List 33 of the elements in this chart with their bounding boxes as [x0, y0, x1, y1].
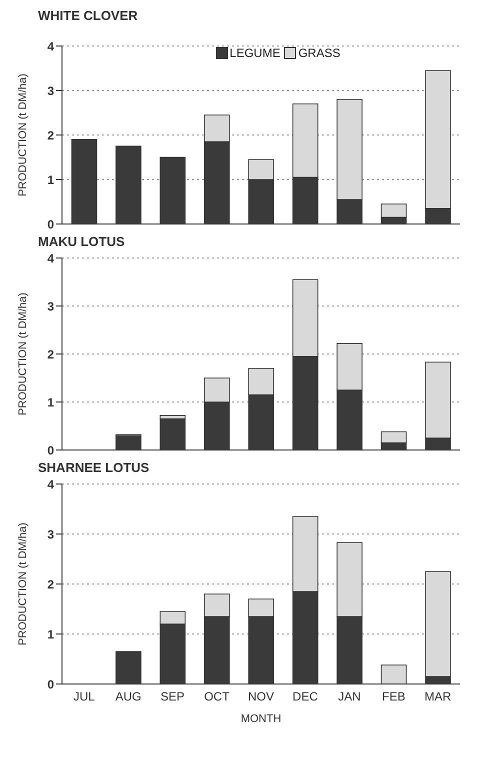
x-tick-label: OCT [204, 690, 230, 704]
chart-title: MAKU LOTUS [38, 234, 126, 251]
y-tick-label: 0 [47, 443, 54, 458]
y-tick-label: 1 [47, 172, 54, 187]
y-tick-label: 4 [47, 251, 54, 266]
x-tick-label: AUG [115, 690, 142, 704]
y-tick-label: 4 [47, 39, 54, 54]
y-tick-label: 1 [47, 627, 54, 642]
y-axis-title: PRODUCTION (t DM/ha) [16, 74, 29, 196]
y-tick-label: 3 [47, 299, 54, 314]
y-tick-label: 0 [47, 217, 54, 232]
x-tick-label: MAR [424, 690, 452, 704]
legend-label: LEGUME [228, 46, 280, 60]
y-tick-label: 2 [47, 128, 54, 142]
y-tick-label: 4 [47, 477, 54, 492]
x-tick-label: JAN [338, 690, 361, 704]
y-tick-label: 0 [47, 677, 54, 692]
x-tick-label: NOV [248, 690, 274, 704]
x-tick-label: FEB [382, 690, 406, 704]
y-tick-label: 2 [47, 577, 54, 592]
y-axis-title: PRODUCTION (t DM/ha) [16, 292, 29, 416]
chart-title: WHITE CLOVER [38, 8, 139, 25]
x-axis-title: MONTH [240, 713, 282, 725]
y-axis-title: PRODUCTION (t DM/ha) [16, 522, 29, 646]
x-tick-label: DEC [292, 690, 318, 704]
chart-title: SHARNEE LOTUS [38, 460, 150, 477]
y-tick-label: 3 [47, 527, 54, 542]
y-tick-label: 2 [47, 347, 54, 362]
y-tick-label: 1 [47, 395, 54, 410]
x-tick-label: JUL [73, 690, 96, 704]
y-tick-label: 3 [47, 84, 54, 98]
legend-label: GRASS [297, 46, 340, 60]
x-tick-label: SEP [160, 690, 185, 704]
